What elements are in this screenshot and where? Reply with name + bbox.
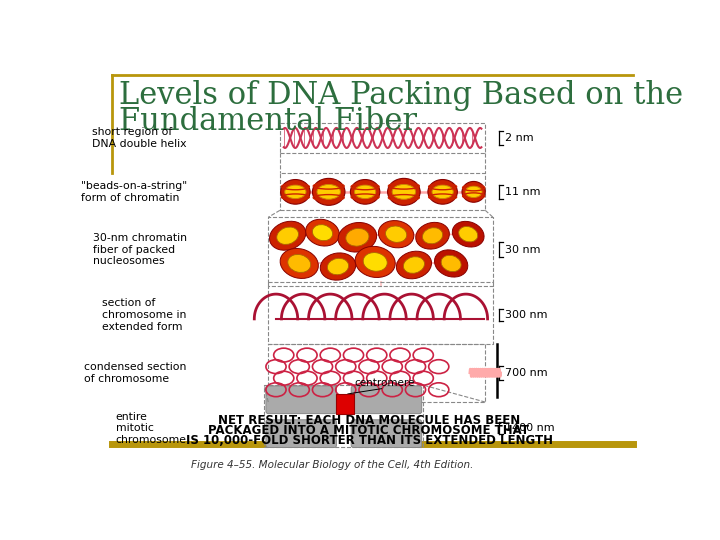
Ellipse shape [306,219,339,246]
Text: Figure 4–55. Molecular Biology of the Cell, 4th Edition.: Figure 4–55. Molecular Biology of the Ce… [191,460,473,470]
Ellipse shape [317,185,341,199]
Text: 30 nm: 30 nm [505,245,540,254]
Ellipse shape [269,221,306,250]
Ellipse shape [432,185,453,199]
Ellipse shape [392,185,415,199]
Text: PACKAGED INTO A MITOTIC CHROMOSOME THAT: PACKAGED INTO A MITOTIC CHROMOSOME THAT [209,424,529,437]
Ellipse shape [423,228,443,244]
Ellipse shape [346,228,369,246]
Text: entire
mitotic
chromosome: entire mitotic chromosome [116,411,187,445]
Text: IS 10,000-FOLD SHORTER THAN ITS EXTENDED LENGTH: IS 10,000-FOLD SHORTER THAN ITS EXTENDED… [186,434,552,447]
Ellipse shape [328,258,348,275]
FancyBboxPatch shape [266,420,336,448]
Ellipse shape [465,186,482,198]
Ellipse shape [403,256,425,273]
Text: 30-nm chromatin
fiber of packed
nucleosomes: 30-nm chromatin fiber of packed nucleoso… [93,233,187,266]
Text: Levels of DNA Packing Based on the: Levels of DNA Packing Based on the [120,80,683,111]
Ellipse shape [288,254,311,273]
Text: section of
chromosome in
extended form: section of chromosome in extended form [102,299,187,332]
Text: 11 nm: 11 nm [505,187,540,197]
Text: short region of
DNA double helix: short region of DNA double helix [92,127,187,148]
Ellipse shape [338,222,377,252]
Ellipse shape [276,227,299,245]
Ellipse shape [312,178,345,205]
Ellipse shape [280,248,318,279]
Text: NET RESULT: EACH DNA MOLECULE HAS BEEN: NET RESULT: EACH DNA MOLECULE HAS BEEN [218,414,520,427]
Ellipse shape [441,255,461,272]
Ellipse shape [415,222,449,249]
Ellipse shape [379,220,414,248]
FancyBboxPatch shape [351,420,422,448]
Ellipse shape [428,179,457,204]
Text: 2 nm: 2 nm [505,133,534,143]
Ellipse shape [363,253,387,271]
Ellipse shape [385,226,407,242]
Ellipse shape [452,221,484,247]
Ellipse shape [459,226,478,242]
Text: "beads-on-a-string"
form of chromatin: "beads-on-a-string" form of chromatin [81,181,187,202]
Ellipse shape [387,178,420,205]
Ellipse shape [351,179,380,204]
Ellipse shape [355,246,395,278]
Text: Fundamental Fiber: Fundamental Fiber [120,105,418,137]
Ellipse shape [281,179,310,204]
Text: centromere: centromere [354,378,415,388]
Text: condensed section
of chromosome: condensed section of chromosome [84,362,187,383]
Ellipse shape [320,253,356,280]
Ellipse shape [434,250,468,277]
Ellipse shape [312,225,333,241]
Ellipse shape [285,185,306,199]
Text: 1400 nm: 1400 nm [505,423,554,433]
Ellipse shape [462,181,485,202]
Ellipse shape [397,251,431,279]
Bar [336,394,354,414]
Text: 300 nm: 300 nm [505,310,547,320]
Ellipse shape [354,185,376,199]
FancyBboxPatch shape [351,386,422,414]
Text: 700 nm: 700 nm [505,368,547,378]
FancyBboxPatch shape [266,386,336,414]
